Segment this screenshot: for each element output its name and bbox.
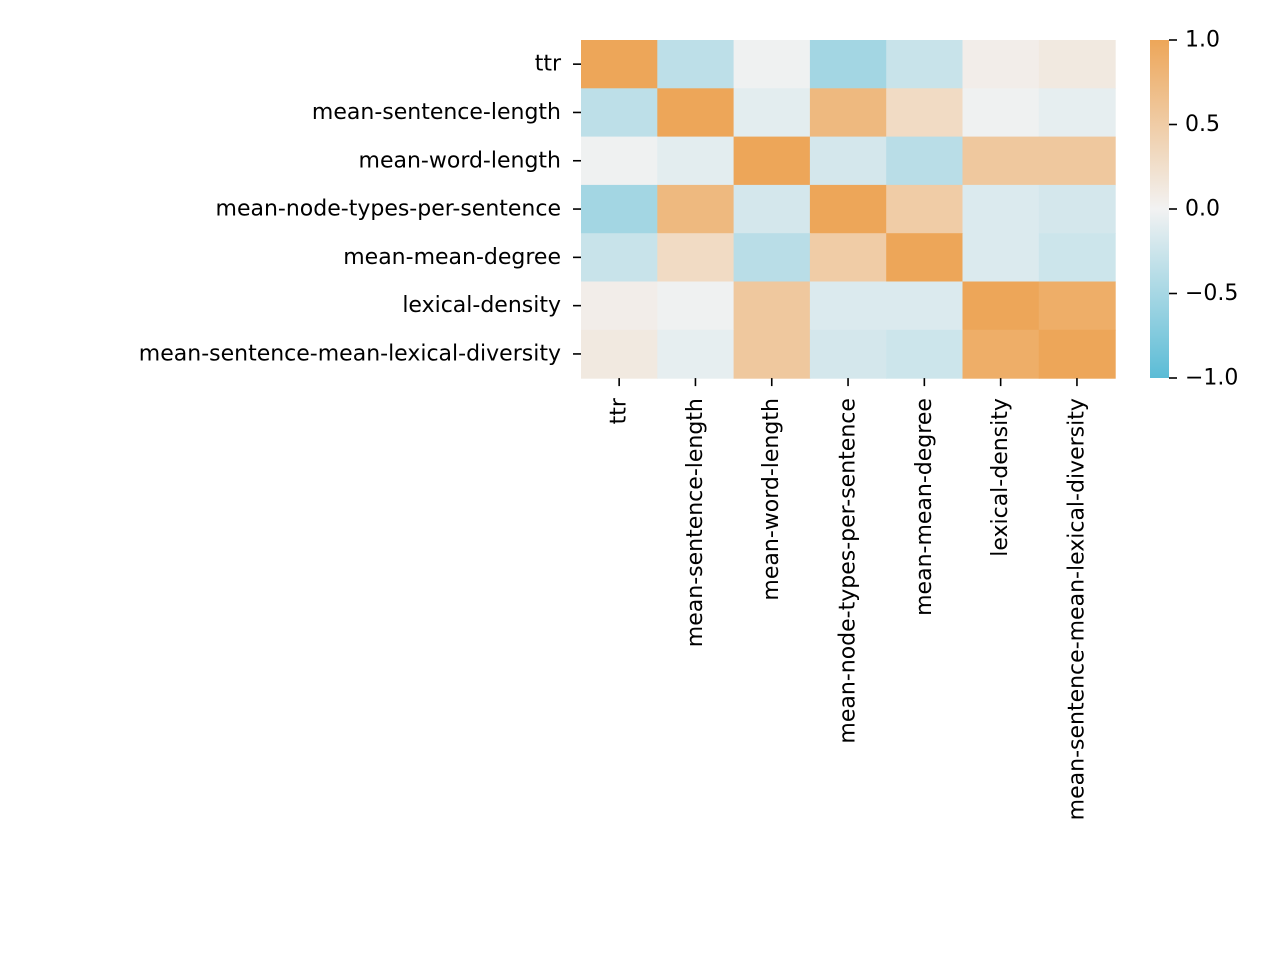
heatmap-cell <box>886 88 964 138</box>
row-tick-label: lexical-density <box>402 293 561 318</box>
row-tick-label: mean-word-length <box>359 148 561 173</box>
heatmap-cell <box>809 281 887 331</box>
row-tick-label: mean-node-types-per-sentence <box>216 197 561 222</box>
row-tick-label: mean-mean-degree <box>343 245 561 270</box>
heatmap-cell <box>1038 136 1116 186</box>
heatmap-cell <box>733 329 811 379</box>
heatmap-cell <box>657 40 735 89</box>
column-tick-label: mean-sentence-length <box>683 398 708 647</box>
heatmap-cell <box>809 88 887 138</box>
heatmap-cell <box>886 184 964 234</box>
heatmap-cell <box>962 329 1040 379</box>
colorbar: 1.0 0.5 0.0 −0.5 −1.0 <box>1150 28 1238 391</box>
heatmap-cell <box>962 281 1040 331</box>
heatmap-cell <box>886 40 964 89</box>
heatmap-cell <box>581 281 658 331</box>
column-tick-label: mean-node-types-per-sentence <box>836 398 861 743</box>
heatmap-cell <box>809 40 887 89</box>
heatmap-cell <box>733 233 811 283</box>
heatmap-cell <box>657 88 735 138</box>
column-tick-label: ttr <box>607 397 632 424</box>
heatmap-cell <box>886 233 964 283</box>
heatmap-cell <box>733 184 811 234</box>
heatmap-cell <box>581 329 658 379</box>
column-tick-label: mean-word-length <box>759 398 784 600</box>
column-tick-label: mean-mean-degree <box>912 398 937 616</box>
heatmap-cell <box>962 233 1040 283</box>
heatmap-cell <box>1038 184 1116 234</box>
heatmap-cell <box>886 281 964 331</box>
column-tick-label: mean-sentence-mean-lexical-diversity <box>1064 398 1089 820</box>
heatmap-cells <box>581 40 1116 379</box>
heatmap-cell <box>809 184 887 234</box>
row-tick-label: mean-sentence-mean-lexical-diversity <box>139 341 561 366</box>
heatmap-cell <box>962 136 1040 186</box>
row-labels: ttr mean-sentence-length mean-word-length m… <box>139 52 581 366</box>
heatmap-cell <box>886 329 964 379</box>
colorbar-tick-label: −1.0 <box>1185 366 1238 391</box>
heatmap-cell <box>733 281 811 331</box>
heatmap-cell <box>1038 88 1116 138</box>
heatmap-cell <box>657 281 735 331</box>
heatmap-cell <box>733 136 811 186</box>
heatmap-cell <box>733 40 811 89</box>
heatmap-cell <box>962 88 1040 138</box>
heatmap-cell <box>657 233 735 283</box>
column-tick-label: lexical-density <box>988 398 1013 557</box>
heatmap-cell <box>581 88 658 138</box>
heatmap-cell <box>581 233 658 283</box>
heatmap-cell <box>733 88 811 138</box>
colorbar-tick-label: 0.0 <box>1185 197 1220 222</box>
heatmap-cell <box>1038 40 1116 89</box>
column-labels: ttr mean-sentence-length mean-word-length m… <box>607 378 1089 820</box>
heatmap-cell <box>962 40 1040 89</box>
heatmap-cell <box>809 136 887 186</box>
heatmap-cell <box>886 136 964 186</box>
heatmap-cell <box>581 184 658 234</box>
row-tick-label: mean-sentence-length <box>312 100 561 125</box>
colorbar-tick-label: 1.0 <box>1185 28 1220 53</box>
heatmap-cell <box>657 329 735 379</box>
heatmap-cell <box>1038 281 1116 331</box>
heatmap-cell <box>581 136 658 186</box>
heatmap-cell <box>962 184 1040 234</box>
heatmap-cell <box>657 136 735 186</box>
heatmap-cell <box>809 329 887 379</box>
heatmap-cell <box>581 40 658 89</box>
colorbar-tick-label: 0.5 <box>1185 112 1220 137</box>
colorbar-tick-label: −0.5 <box>1185 281 1238 306</box>
colorbar-gradient <box>1150 40 1169 378</box>
heatmap-cell <box>657 184 735 234</box>
heatmap-cell <box>1038 329 1116 379</box>
row-tick-label: ttr <box>535 52 562 77</box>
heatmap-cell <box>809 233 887 283</box>
heatmap-cell <box>1038 233 1116 283</box>
